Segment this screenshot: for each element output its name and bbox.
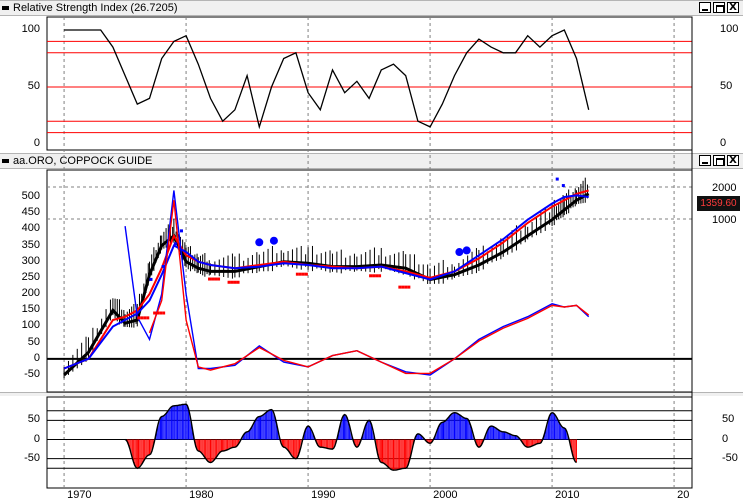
sell-signal-marker — [233, 280, 237, 284]
sell-signal-marker — [143, 316, 147, 320]
price-series-line — [63, 189, 589, 370]
close-button[interactable]: X — [727, 155, 739, 166]
year-label: 2010 — [555, 489, 580, 501]
price-bars — [63, 177, 588, 379]
year-label: 20 — [677, 489, 690, 501]
sell-signal-marker — [236, 280, 240, 284]
coppock-left-tick: 50 — [27, 413, 40, 426]
sell-signal-marker — [372, 274, 376, 278]
rsi-right-tick: 0 — [720, 137, 727, 149]
price-left-tick: -50 — [24, 368, 40, 380]
rsi-plot-frame — [46, 16, 693, 151]
sell-signal-marker — [398, 285, 402, 289]
rsi-reference-lines — [47, 40, 692, 134]
price-left-tick: 450 — [21, 206, 40, 219]
price-left-tick: 300 — [21, 254, 40, 267]
maximize-button[interactable] — [713, 2, 725, 13]
sell-signal-marker — [298, 272, 302, 276]
rsi-left-tick: 0 — [33, 137, 40, 149]
buy-signal-dot — [462, 246, 471, 255]
sell-signal-marker — [369, 274, 373, 278]
buy-signal-marker — [561, 184, 565, 188]
sell-signal-marker — [156, 311, 160, 315]
price-left-tick: 200 — [21, 287, 40, 300]
sell-signal-marker — [230, 280, 234, 284]
close-button[interactable]: X — [727, 2, 739, 13]
rsi-left-tick: 50 — [27, 80, 40, 92]
sell-signal-marker — [295, 272, 299, 276]
sell-signal-marker — [153, 311, 157, 315]
collapse-icon[interactable] — [2, 6, 9, 10]
sell-signal-marker — [301, 272, 305, 276]
rsi-right-tick: 100 — [720, 23, 739, 35]
sell-signal-marker — [211, 277, 215, 281]
price-left-tick: 150 — [21, 303, 40, 316]
sell-signal-marker — [375, 274, 379, 278]
sell-signal-marker — [217, 277, 221, 281]
coppock-histogram — [125, 404, 577, 471]
price-right-tick: 2000 — [712, 182, 737, 194]
buy-signal-marker — [161, 264, 165, 268]
sell-signal-marker — [159, 311, 163, 315]
sell-signal-marker — [137, 316, 141, 320]
price-left-tick: 250 — [21, 270, 40, 283]
year-label: 2000 — [433, 489, 458, 501]
coppock-line — [124, 403, 577, 471]
last-price-badge: 1359.60 — [697, 196, 740, 211]
rsi-line — [64, 29, 590, 130]
buy-signal-dot — [255, 238, 264, 247]
sell-signal-marker — [146, 316, 150, 320]
sell-signal-marker — [162, 311, 166, 315]
sell-signal-marker — [140, 316, 144, 320]
year-label: 1980 — [189, 489, 214, 501]
rsi-pane-titlebar: Relative Strength Index (26.7205) X — [0, 0, 743, 16]
price-series — [63, 189, 590, 377]
coppock-left-tick: 0 — [33, 432, 40, 445]
rsi-left-tick: 100 — [21, 23, 40, 35]
coppock-right-tick: 0 — [722, 432, 729, 445]
sell-signal-marker — [378, 274, 382, 278]
year-label: 1990 — [311, 489, 336, 501]
price-left-tick: 100 — [21, 319, 40, 332]
price-left-tick: 350 — [21, 238, 40, 251]
buy-signal-dot — [455, 248, 464, 257]
sell-signal-marker — [214, 277, 218, 281]
coppock-right-tick: -50 — [722, 451, 738, 464]
maximize-button[interactable] — [713, 155, 725, 166]
sell-signal-marker — [404, 285, 408, 289]
price-series-line — [63, 194, 589, 370]
price-series-line — [148, 200, 590, 375]
signal-markers — [137, 177, 565, 320]
price-right-tick: 1000 — [712, 214, 737, 226]
rsi-right-tick: 50 — [720, 80, 733, 92]
price-left-tick: 400 — [21, 222, 40, 235]
rsi-pane-title: Relative Strength Index (26.7205) — [13, 2, 178, 14]
sell-signal-marker — [304, 272, 308, 276]
sell-signal-marker — [208, 277, 212, 281]
sell-signal-marker — [227, 280, 231, 284]
coppock-right-tick: 50 — [722, 413, 735, 426]
collapse-icon[interactable] — [2, 159, 9, 163]
buy-signal-dot — [269, 236, 278, 245]
sell-signal-marker — [401, 285, 405, 289]
year-label: 1970 — [67, 489, 92, 501]
buy-signal-marker — [179, 229, 183, 233]
buy-signal-marker — [555, 177, 559, 181]
price-left-tick: 0 — [33, 351, 40, 364]
price-series-line — [63, 192, 590, 377]
coppock-left-tick: -50 — [24, 451, 40, 464]
minimize-button[interactable] — [699, 155, 711, 166]
minimize-button[interactable] — [699, 2, 711, 13]
buy-signal-marker — [149, 277, 153, 281]
price-pane-title: aa.ORO, COPPOCK GUIDE — [13, 155, 153, 167]
price-left-tick: 50 — [27, 335, 40, 348]
sell-signal-marker — [407, 285, 411, 289]
price-left-tick: 500 — [21, 190, 40, 202]
buy-signal-marker — [173, 242, 177, 246]
price-series-line — [124, 190, 590, 376]
